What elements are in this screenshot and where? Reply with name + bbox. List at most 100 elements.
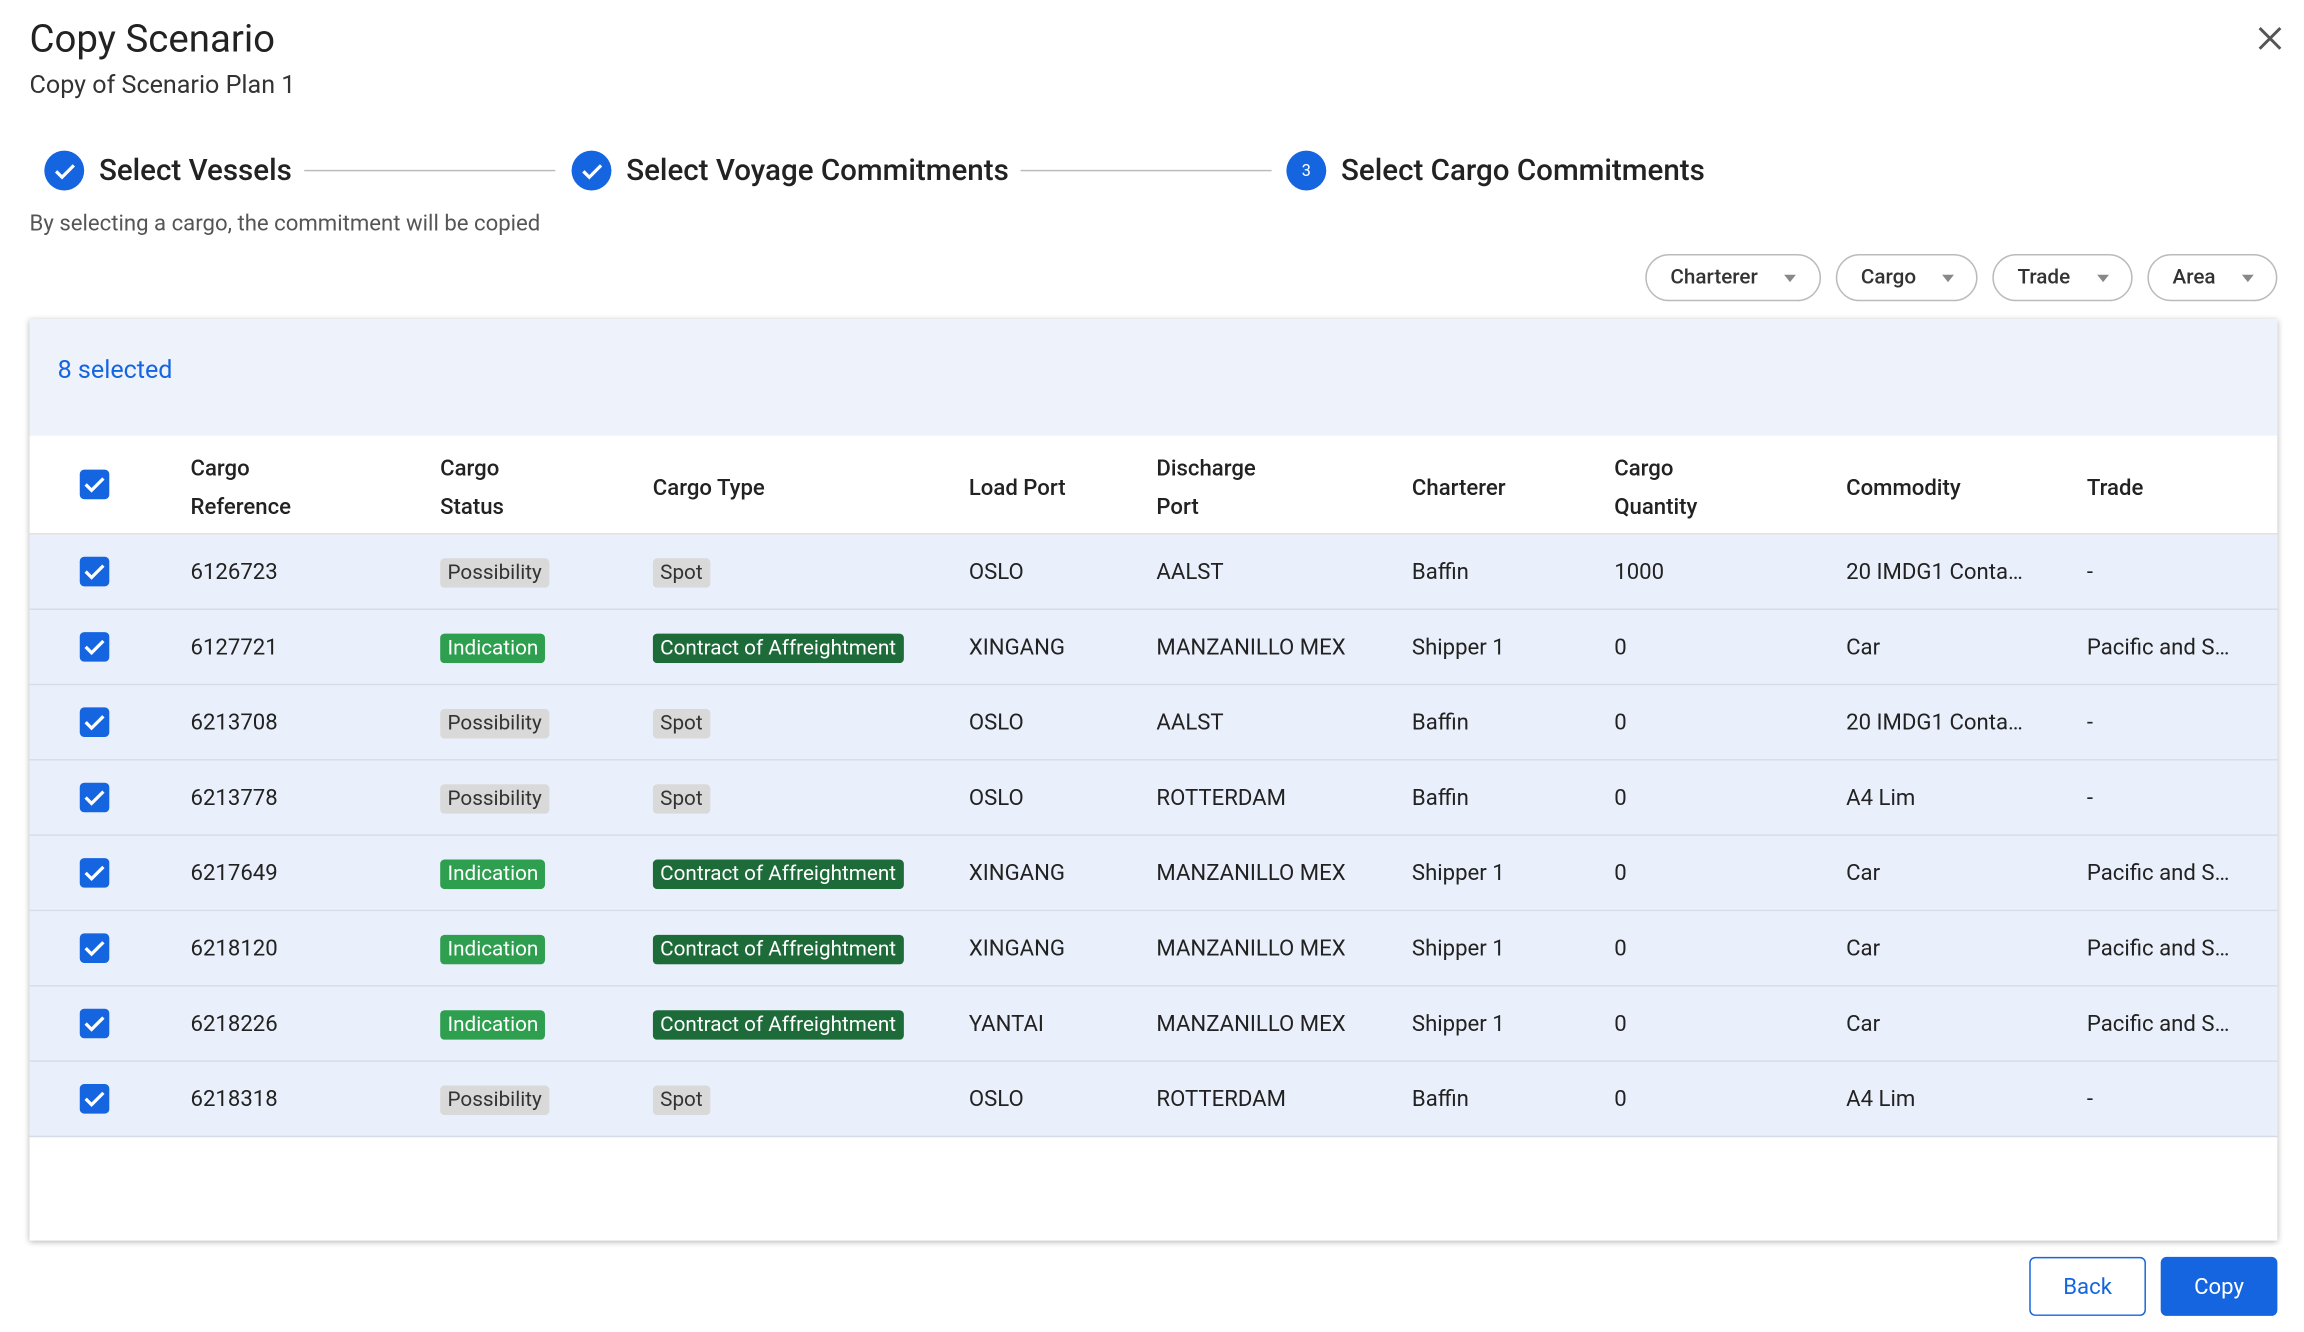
table-cell: Possibility bbox=[440, 783, 617, 814]
table-cell: A4 Lim bbox=[1846, 1085, 1916, 1113]
table-cell: AALST bbox=[1156, 558, 1224, 585]
table-cell: Contract of Affreightment bbox=[652, 1009, 934, 1040]
status-badge: Possibility bbox=[440, 558, 550, 588]
table-cell: Baffin bbox=[1411, 708, 1469, 736]
column-header: Trade bbox=[2086, 474, 2144, 501]
table-row[interactable] bbox=[29, 685, 2278, 761]
checkbox[interactable] bbox=[79, 858, 110, 888]
table-row[interactable] bbox=[29, 609, 2278, 686]
table-cell: Possibility bbox=[440, 707, 617, 739]
back-button[interactable]: Back bbox=[2029, 1256, 2146, 1316]
table-cell: Shipper 1 bbox=[1411, 934, 1505, 962]
filter-dropdown[interactable]: Charterer bbox=[1645, 254, 1822, 302]
step-connector bbox=[304, 169, 556, 172]
table-row[interactable] bbox=[29, 986, 2278, 1062]
column-header: Cargo Reference bbox=[190, 454, 292, 520]
column-header: Commodity bbox=[1846, 474, 1961, 501]
status-badge: Indication bbox=[440, 1010, 546, 1040]
selection-count: 8 selected bbox=[57, 355, 173, 386]
table-cell: Spot bbox=[652, 557, 934, 588]
status-badge: Indication bbox=[440, 934, 546, 965]
copy-button[interactable]: Copy bbox=[2160, 1256, 2278, 1316]
table-cell: 6217649 bbox=[190, 859, 278, 887]
table-cell: OSLO bbox=[968, 784, 1024, 811]
table-cell: Baffin bbox=[1411, 1085, 1469, 1113]
checkbox[interactable] bbox=[79, 933, 110, 963]
step-label: Select Cargo Commitments bbox=[1341, 152, 1705, 188]
table-cell: ROTTERDAM bbox=[1156, 784, 1286, 811]
table-cell: 0 bbox=[1614, 633, 1627, 661]
table-cell: 20 IMDG1 Container bbox=[1846, 558, 2023, 585]
column-header: Discharge Port bbox=[1156, 454, 1256, 520]
step-check bbox=[44, 150, 85, 191]
type-badge: Contract of Affreightment bbox=[652, 1010, 904, 1040]
table-cell: Contract of Affreightment bbox=[652, 933, 934, 965]
table-cell: 6213778 bbox=[190, 784, 278, 811]
status-badge: Indication bbox=[440, 633, 546, 664]
checkbox[interactable] bbox=[79, 632, 110, 662]
table-cell: Car bbox=[1846, 633, 1881, 661]
table-cell: AALST bbox=[1156, 708, 1224, 736]
step-label: Select Vessels bbox=[98, 152, 292, 188]
checkbox[interactable] bbox=[79, 782, 110, 813]
table-cell: Shipper 1 bbox=[1411, 633, 1505, 661]
step-check bbox=[571, 150, 612, 191]
table-cell: Spot bbox=[652, 1084, 934, 1116]
column-header: Cargo Status bbox=[440, 454, 504, 520]
table-cell: - bbox=[2086, 1085, 2093, 1113]
filter-dropdown[interactable]: Trade bbox=[1992, 254, 2133, 302]
table-cell: - bbox=[2086, 784, 2093, 811]
selection-bar bbox=[29, 319, 2278, 436]
close-button[interactable] bbox=[2255, 24, 2285, 54]
table-cell: Contract of Affreightment bbox=[652, 858, 934, 890]
step-label: Select Voyage Commitments bbox=[626, 152, 1009, 188]
status-badge: Indication bbox=[440, 859, 546, 890]
table-cell: 1000 bbox=[1614, 558, 1665, 585]
type-badge: Spot bbox=[652, 558, 711, 588]
table-cell: Indication bbox=[440, 1009, 617, 1040]
table-cell: Car bbox=[1846, 1010, 1881, 1037]
table-row[interactable] bbox=[29, 1061, 2278, 1138]
table-cell: Pacific and South bbox=[2086, 633, 2235, 661]
checkbox[interactable] bbox=[79, 1008, 110, 1039]
table-cell: ROTTERDAM bbox=[1156, 1085, 1286, 1113]
table-row[interactable] bbox=[29, 760, 2278, 836]
table-cell: YANTAI bbox=[968, 1010, 1044, 1037]
table-cell: Pacific and South bbox=[2086, 934, 2235, 962]
table-cell: - bbox=[2086, 708, 2093, 736]
filter-dropdown[interactable]: Area bbox=[2147, 254, 2278, 302]
checkbox[interactable] bbox=[79, 707, 110, 737]
table-row[interactable] bbox=[29, 835, 2278, 912]
type-badge: Contract of Affreightment bbox=[652, 934, 904, 965]
table-cell: Shipper 1 bbox=[1411, 1010, 1505, 1037]
table-row[interactable] bbox=[29, 534, 2278, 610]
table-header bbox=[29, 436, 2278, 535]
checkbox[interactable] bbox=[79, 1084, 110, 1114]
step-number: 3 bbox=[1286, 150, 1327, 191]
table-cell: A4 Lim bbox=[1846, 784, 1916, 811]
table-cell: MANZANILLO MEX bbox=[1156, 633, 1346, 661]
table-cell: 0 bbox=[1614, 784, 1627, 811]
filter-dropdown[interactable]: Cargo bbox=[1835, 254, 1978, 302]
type-badge: Contract of Affreightment bbox=[652, 633, 904, 664]
table-cell: 0 bbox=[1614, 934, 1627, 962]
table-cell: Indication bbox=[440, 858, 617, 890]
table-cell: 0 bbox=[1614, 859, 1627, 887]
table-card: 8 selected Cargo Reference Cargo Status Ca… bbox=[29, 319, 2278, 1241]
checkbox[interactable] bbox=[79, 556, 110, 587]
type-badge: Spot bbox=[652, 1085, 711, 1116]
table-cell: Possibility bbox=[440, 1084, 617, 1116]
table-cell: 0 bbox=[1614, 1010, 1627, 1037]
table-row[interactable] bbox=[29, 911, 2278, 987]
checkbox[interactable] bbox=[79, 469, 110, 500]
column-header: Load Port bbox=[968, 474, 1066, 501]
table-cell: XINGANG bbox=[968, 859, 1066, 887]
table-cell: 6218226 bbox=[190, 1010, 278, 1037]
status-badge: Possibility bbox=[440, 784, 550, 814]
hint: By selecting a cargo, the commitment wil… bbox=[29, 209, 541, 237]
table-cell: - bbox=[2086, 558, 2093, 585]
table-cell: OSLO bbox=[968, 558, 1024, 585]
table-cell: 6218120 bbox=[190, 934, 278, 962]
